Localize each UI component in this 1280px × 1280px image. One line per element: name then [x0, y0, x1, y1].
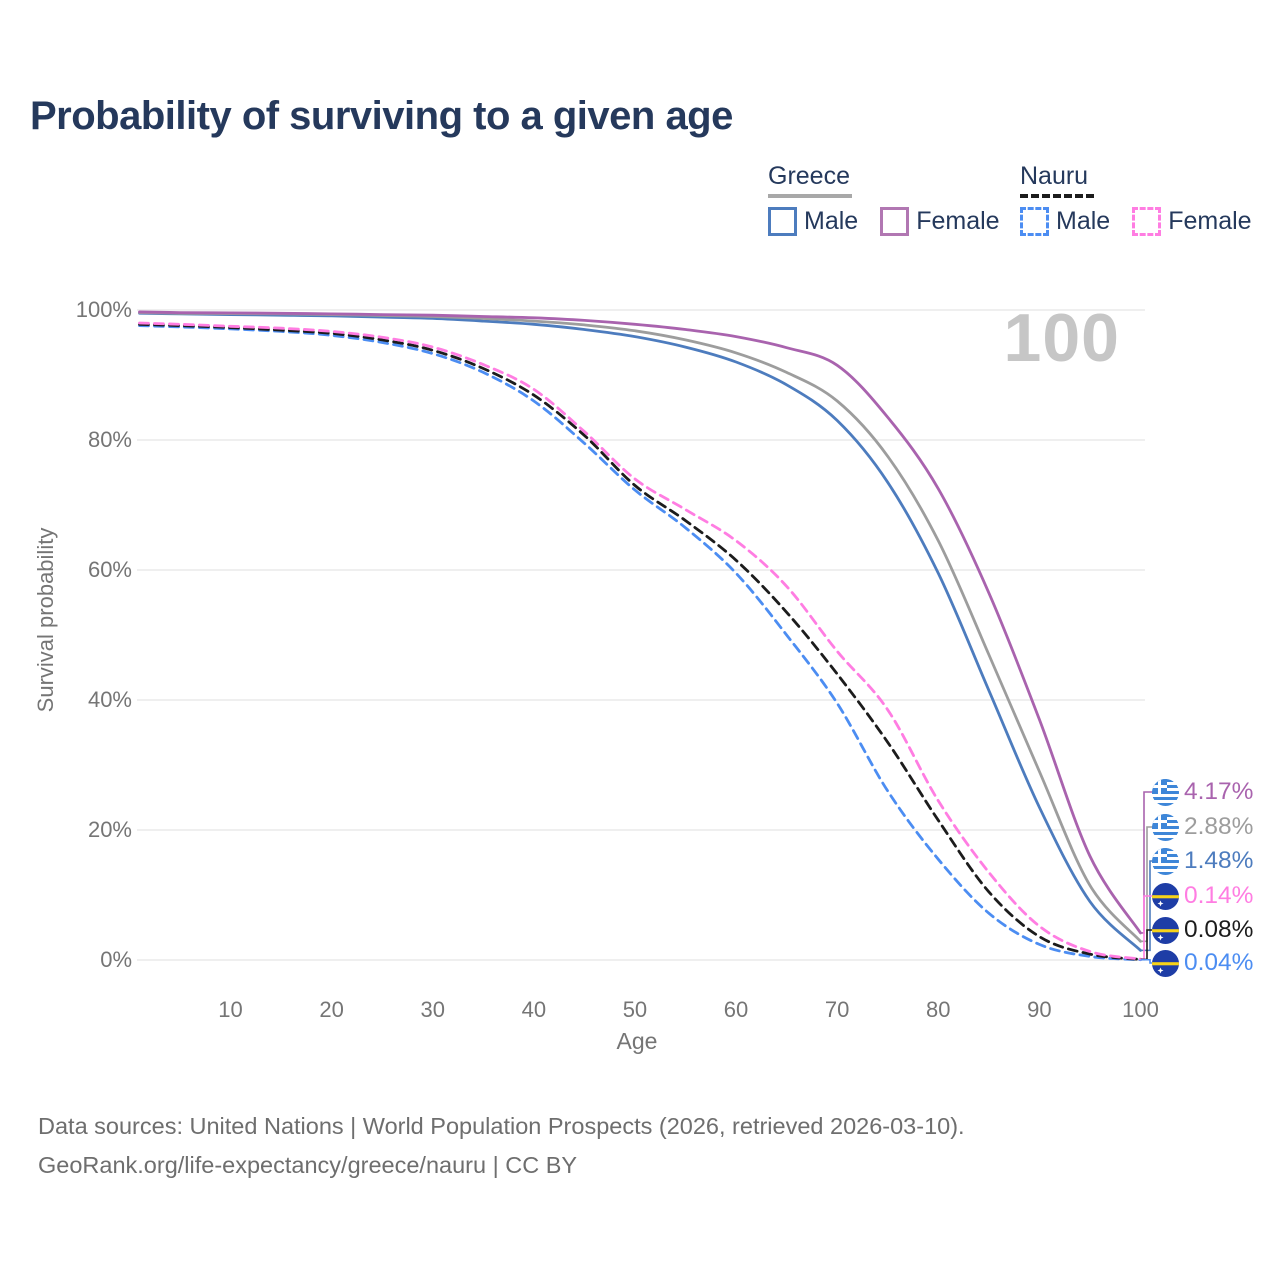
- end-label-greece-female: 4.17%: [1152, 778, 1253, 806]
- legend-item-label: Female: [1168, 207, 1252, 235]
- y-tick-20: 20%: [87, 817, 132, 842]
- end-label-value: 0.04%: [1184, 949, 1254, 976]
- x-tick-50: 50: [622, 997, 648, 1022]
- legend-greece-underline: [768, 194, 852, 198]
- legend-item-greece-male[interactable]: Male: [768, 207, 858, 236]
- line-greece-male: [138, 311, 1142, 952]
- nauru-female-swatch-icon: [1132, 207, 1162, 236]
- line-greece-female: [138, 310, 1142, 935]
- greece-flag-icon: [1152, 778, 1179, 806]
- y-tick-0: 0%: [100, 947, 132, 972]
- page-title: Probability of surviving to a given age: [30, 94, 733, 138]
- legend-nauru-underline: [1020, 194, 1094, 198]
- legend-item-label: Female: [916, 207, 1000, 235]
- line-nauru-female: [138, 321, 1142, 961]
- legend-item-label: Male: [1056, 207, 1111, 235]
- x-tick-30: 30: [420, 997, 445, 1022]
- legend-item-greece-female[interactable]: Female: [880, 207, 1000, 236]
- greece-flag-icon: [1152, 847, 1179, 875]
- end-label-greece-both: 2.88%: [1152, 813, 1253, 841]
- greece-male-swatch-icon: [768, 207, 797, 236]
- y-tick-100: 100%: [75, 297, 132, 322]
- x-tick-20: 20: [319, 997, 344, 1022]
- line-nauru-both: [138, 322, 1142, 961]
- legend-item-label: Male: [804, 207, 859, 235]
- legend-greece-name: Greece: [768, 162, 850, 190]
- x-axis-label: Age: [616, 1028, 658, 1054]
- y-tick-80: 80%: [87, 427, 132, 452]
- y-tick-40: 40%: [87, 687, 132, 712]
- greece-flag-icon: [1152, 813, 1179, 841]
- legend-item-nauru-male[interactable]: Male: [1020, 207, 1110, 236]
- legend-group-nauru: Nauru Male Female: [1020, 162, 1274, 236]
- line-nauru-male: [138, 324, 1142, 962]
- x-tick-40: 40: [521, 997, 547, 1022]
- footer-line-2: GeoRank.org/life-expectancy/greece/nauru…: [38, 1152, 578, 1178]
- legend-item-nauru-female[interactable]: Female: [1132, 207, 1252, 236]
- leader-greece-female: [1140, 791, 1152, 934]
- nauru-flag-icon: [1152, 882, 1179, 910]
- y-tick-60: 60%: [87, 557, 132, 582]
- legend-group-greece: Greece Male Female: [768, 162, 1022, 236]
- x-tick-100: 100: [1122, 997, 1159, 1022]
- end-label-nauru-male: 0.04%: [1152, 949, 1253, 977]
- end-label-value: 4.17%: [1184, 778, 1254, 805]
- x-tick-90: 90: [1027, 997, 1052, 1022]
- end-label-value: 1.48%: [1184, 847, 1254, 874]
- leader-greece-male: [1140, 860, 1152, 952]
- x-tick-60: 60: [723, 997, 749, 1022]
- x-tick-10: 10: [218, 997, 243, 1022]
- y-axis-label: Survival probability: [33, 527, 58, 713]
- end-label-nauru-female: 0.14%: [1152, 882, 1253, 910]
- nauru-flag-icon: [1152, 949, 1179, 977]
- age-watermark: 100: [1003, 300, 1120, 376]
- greece-female-swatch-icon: [880, 207, 910, 236]
- data-sources-footer: Data sources: United Nations | World Pop…: [38, 1107, 965, 1185]
- end-label-greece-male: 1.48%: [1152, 847, 1253, 875]
- footer-line-1: Data sources: United Nations | World Pop…: [38, 1113, 965, 1139]
- end-label-value: 2.88%: [1184, 813, 1254, 840]
- end-label-value: 0.08%: [1184, 916, 1254, 943]
- line-greece-both: [138, 311, 1142, 943]
- x-tick-70: 70: [824, 997, 850, 1022]
- nauru-flag-icon: [1152, 916, 1179, 944]
- end-label-nauru-both: 0.08%: [1152, 916, 1253, 944]
- leader-nauru-male: [1140, 958, 1152, 964]
- end-label-value: 0.14%: [1184, 882, 1254, 909]
- x-tick-80: 80: [926, 997, 951, 1022]
- nauru-male-swatch-icon: [1020, 207, 1049, 236]
- legend-nauru-name: Nauru: [1020, 162, 1089, 190]
